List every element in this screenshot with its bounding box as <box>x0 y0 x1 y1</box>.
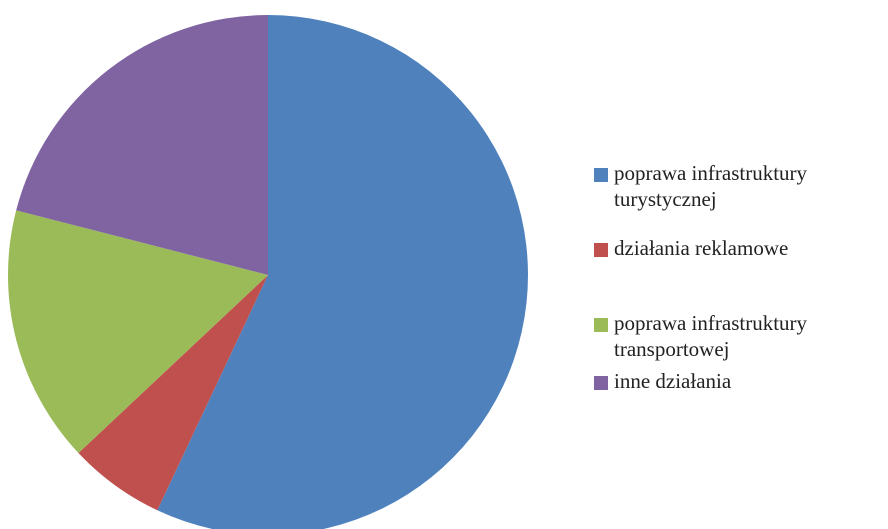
legend-swatch <box>594 168 608 182</box>
legend-item: poprawa infrastruktury turystycznej <box>594 160 882 212</box>
legend-label: działania reklamowe <box>614 236 789 260</box>
legend-label: poprawa infrastruktury turystycznej <box>614 161 808 211</box>
pie-slice <box>8 210 269 453</box>
legend-item: poprawa infrastruktury transportowej <box>594 310 882 362</box>
pie-slice <box>16 15 268 275</box>
legend-item: działania reklamowe <box>594 235 882 261</box>
legend-label: inne działania <box>614 369 732 393</box>
legend-swatch <box>594 318 608 332</box>
legend-swatch <box>594 243 608 257</box>
legend-label: poprawa infrastruktury transportowej <box>614 311 808 361</box>
pie-slice <box>157 15 528 529</box>
pie-slice <box>78 275 268 511</box>
legend-swatch <box>594 376 608 390</box>
legend-item: inne działania <box>594 368 882 394</box>
